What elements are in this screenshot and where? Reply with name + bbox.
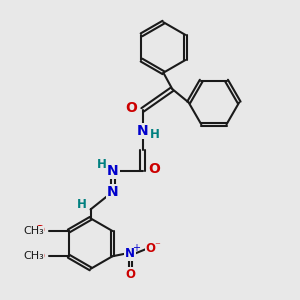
Text: CH₃: CH₃	[23, 251, 44, 261]
Text: O: O	[125, 268, 135, 281]
Text: H: H	[77, 198, 87, 211]
Text: O: O	[125, 101, 137, 116]
Text: O: O	[34, 224, 44, 238]
Text: ⁻: ⁻	[155, 242, 161, 251]
Text: N: N	[107, 184, 119, 199]
Text: N: N	[107, 164, 119, 178]
Text: O: O	[148, 162, 160, 176]
Text: H: H	[150, 128, 160, 141]
Text: H: H	[97, 158, 106, 171]
Text: CH₃: CH₃	[23, 226, 44, 236]
Text: N: N	[137, 124, 148, 138]
Text: +: +	[132, 243, 140, 253]
Text: N: N	[125, 247, 135, 260]
Text: O: O	[146, 242, 155, 255]
Text: O: O	[34, 250, 44, 263]
